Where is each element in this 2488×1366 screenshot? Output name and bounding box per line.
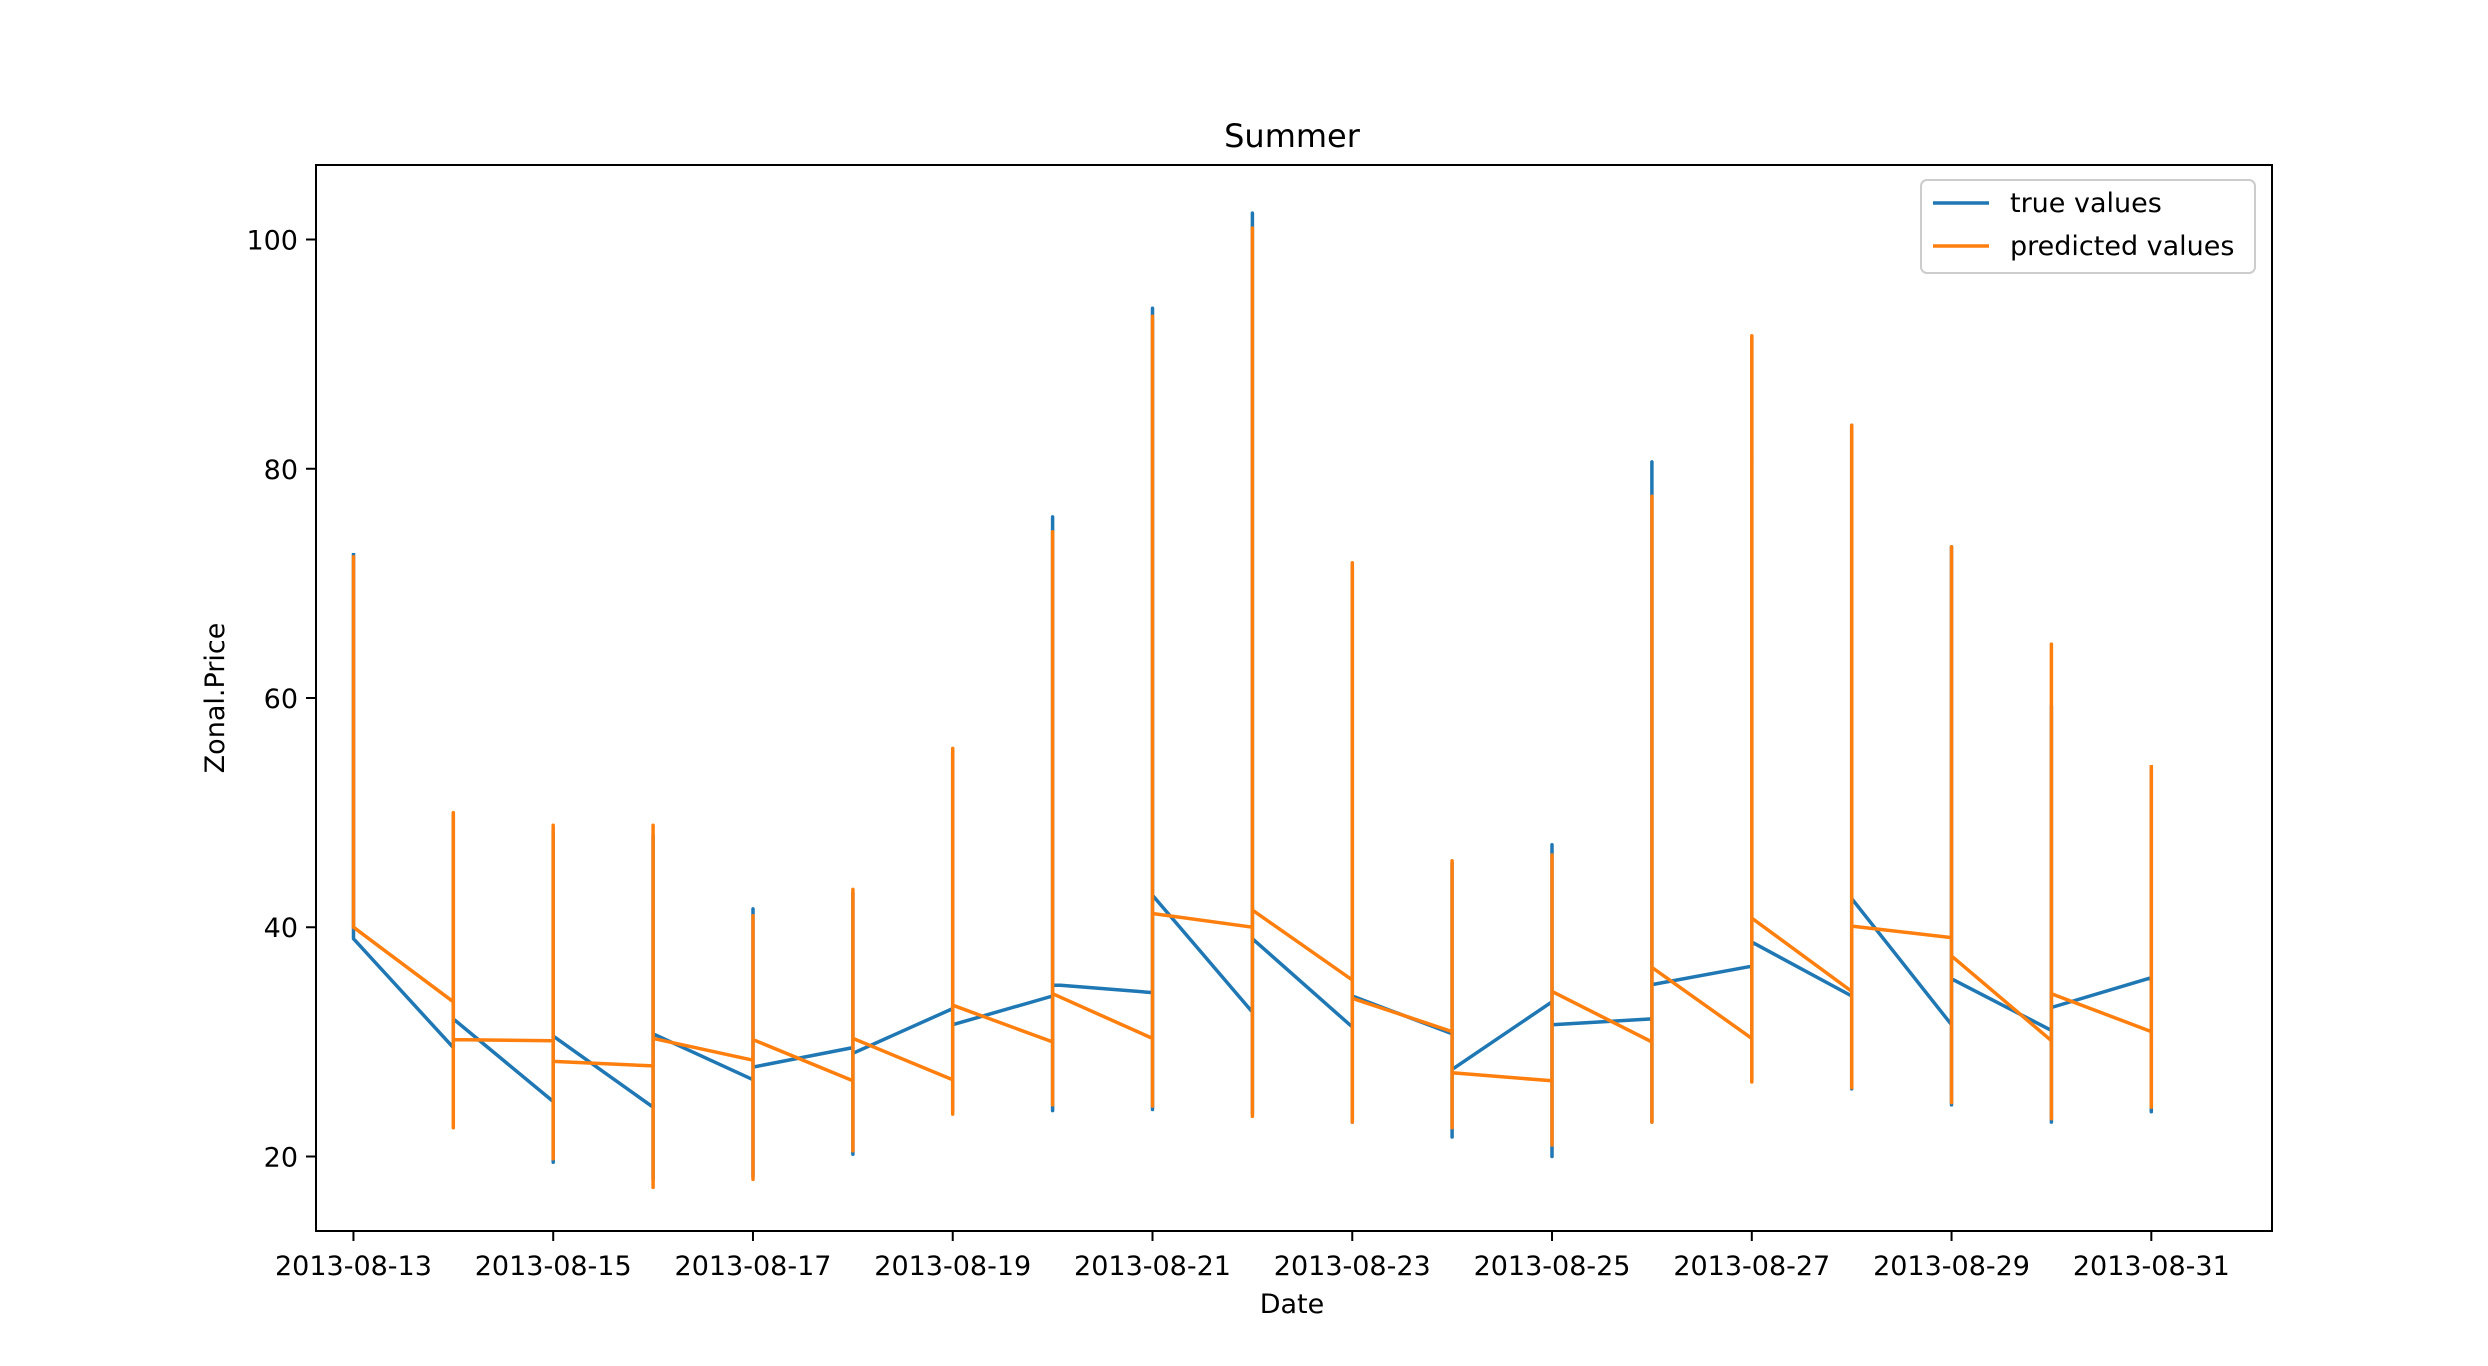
legend-label-true-values: true values xyxy=(2010,188,2162,219)
x-tick-label: 2013-08-15 xyxy=(475,1251,632,1282)
x-tick-label: 2013-08-21 xyxy=(1074,1251,1231,1282)
y-tick-label: 40 xyxy=(264,913,298,944)
legend-label-predicted-values: predicted values xyxy=(2010,231,2234,262)
x-tick-label: 2013-08-27 xyxy=(1673,1251,1830,1282)
y-tick-label: 20 xyxy=(264,1142,298,1173)
chart-title: Summer xyxy=(1224,117,1361,155)
x-tick-label: 2013-08-25 xyxy=(1474,1251,1631,1282)
series-line-predicted-values xyxy=(351,226,2154,1190)
x-tick-label: 2013-08-31 xyxy=(2073,1251,2230,1282)
x-tick-label: 2013-08-17 xyxy=(675,1251,832,1282)
y-tick-label: 80 xyxy=(264,455,298,486)
legend-box xyxy=(1920,179,2256,274)
y-tick-label: 100 xyxy=(246,226,298,257)
x-tick-label: 2013-08-29 xyxy=(1873,1251,2030,1282)
x-axis-label: Date xyxy=(1260,1289,1325,1320)
legend: true values predicted values xyxy=(1920,179,2256,274)
x-tick-label: 2013-08-13 xyxy=(275,1251,432,1282)
y-axis-label: Zonal.Price xyxy=(200,623,231,774)
x-tick-label: 2013-08-23 xyxy=(1274,1251,1431,1282)
y-tick-label: 60 xyxy=(264,684,298,715)
x-tick-label: 2013-08-19 xyxy=(874,1251,1031,1282)
